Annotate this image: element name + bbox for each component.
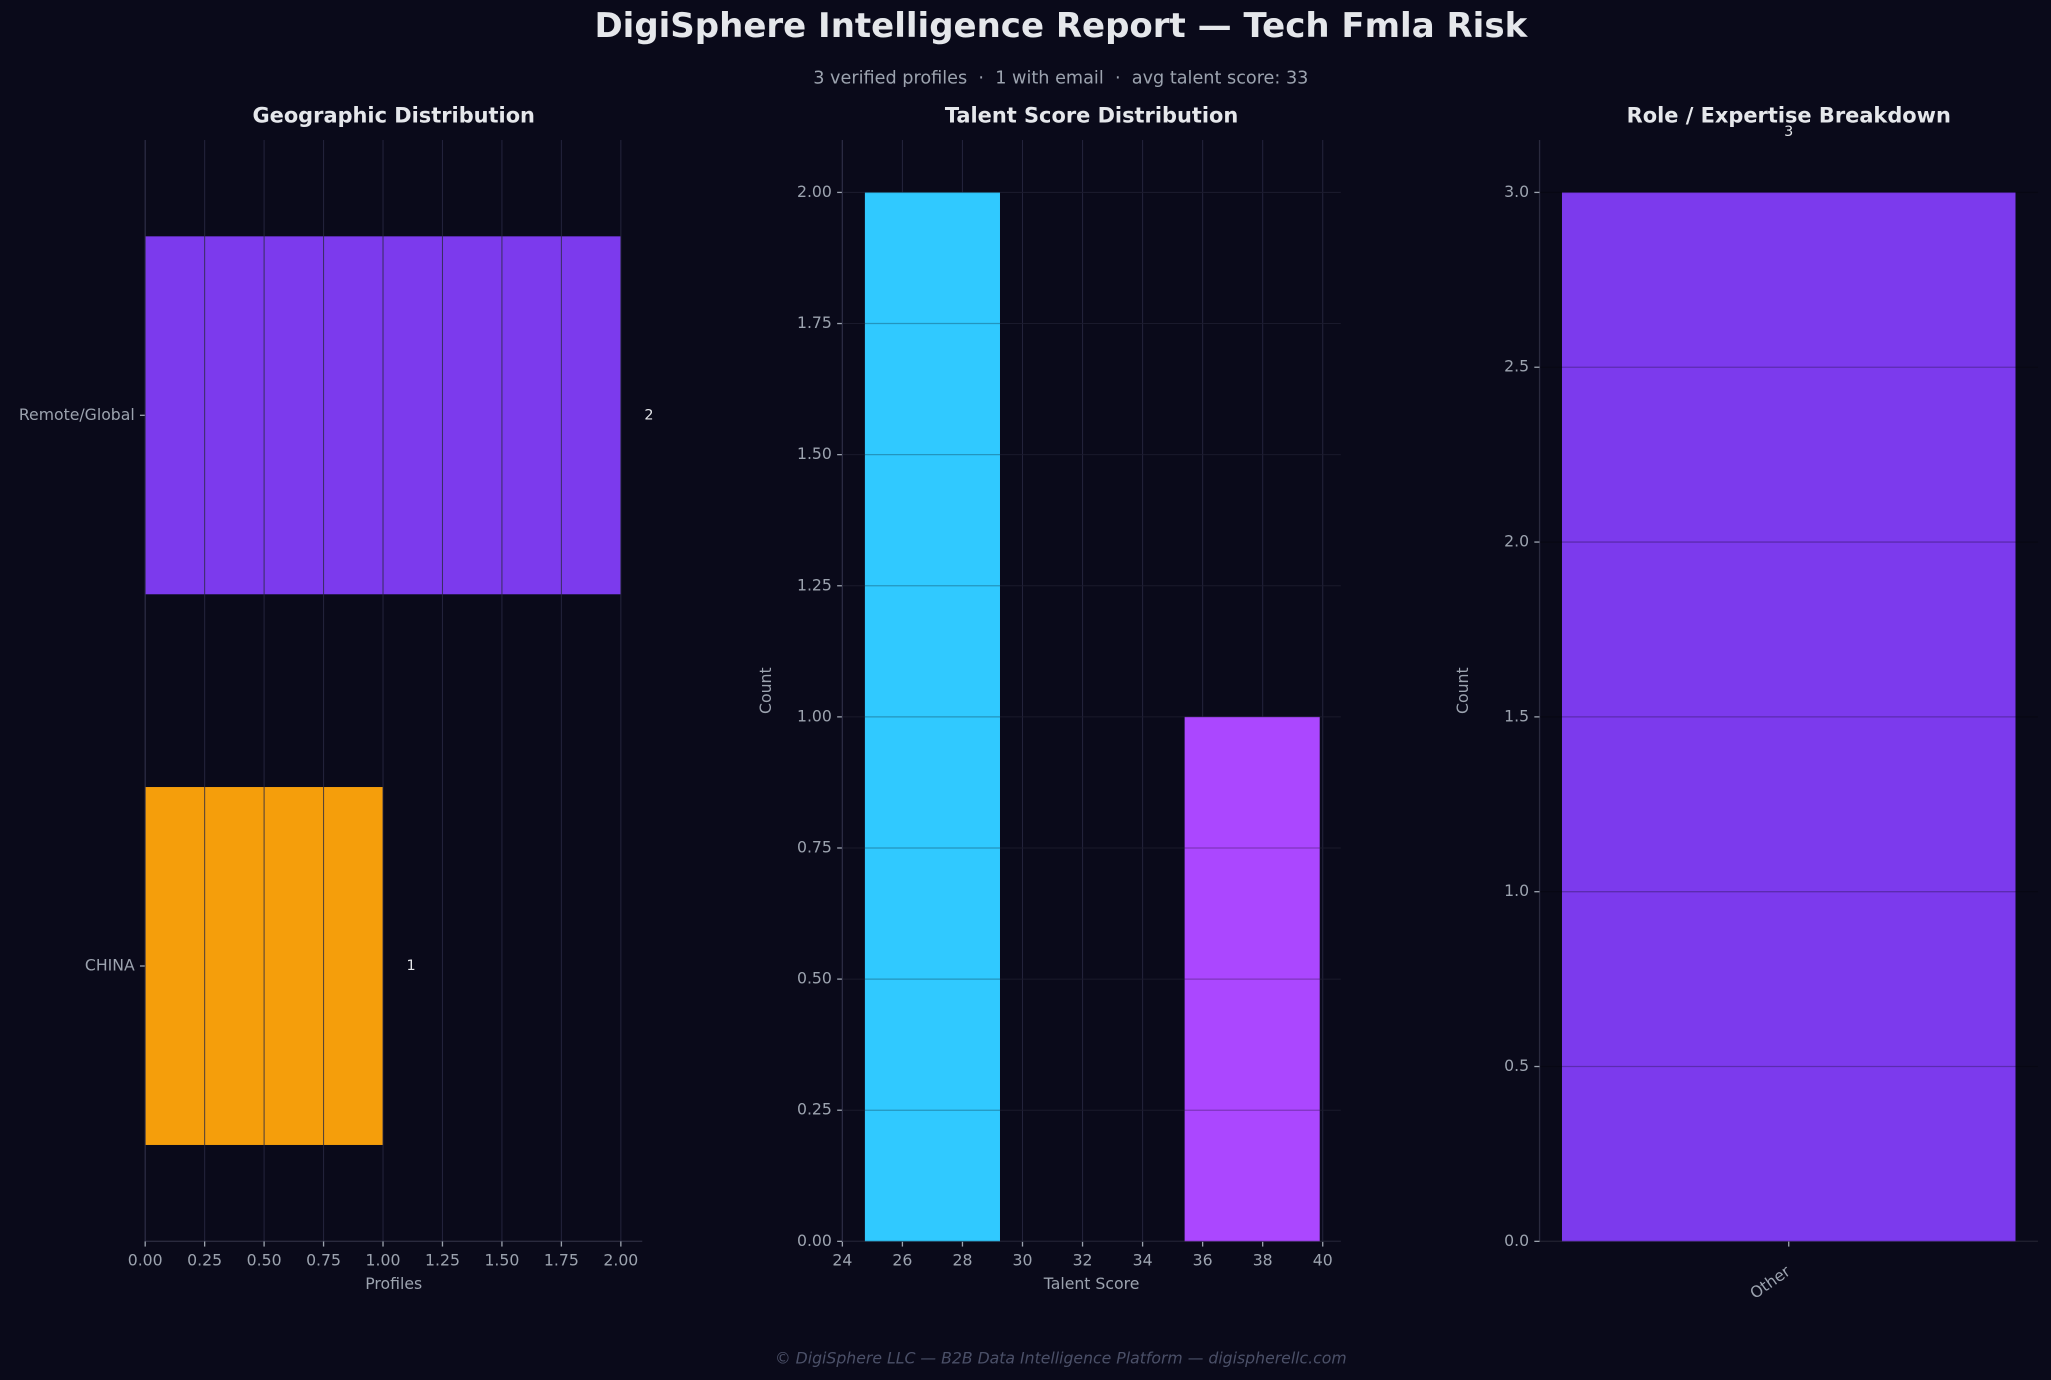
- x-tick-label: 0.50: [247, 1250, 282, 1269]
- histogram-bar: [1184, 716, 1320, 1242]
- x-tick-label: 1.00: [366, 1250, 401, 1269]
- y-tick-label: 0.75: [797, 837, 832, 856]
- x-tick-label: 0.25: [187, 1250, 222, 1269]
- y-tick-label: 1.25: [797, 575, 832, 594]
- y-tick-label: 1.0: [1504, 881, 1529, 900]
- x-tick-label: 0.75: [306, 1250, 341, 1269]
- y-axis-label: Count: [1453, 667, 1472, 714]
- x-axis-label: Profiles: [365, 1274, 422, 1293]
- y-tick-label: 2.00: [797, 182, 832, 201]
- value-label: 2: [644, 407, 653, 423]
- y-tick-label: 0.0: [1504, 1231, 1529, 1250]
- x-tick-label: 0.00: [128, 1250, 163, 1269]
- y-tick-label: CHINA: [85, 955, 135, 974]
- x-tick-label: 36: [1193, 1250, 1213, 1269]
- report-subtitle: 3 verified profiles · 1 with email · avg…: [813, 68, 1308, 88]
- y-tick-label: 2.0: [1504, 532, 1529, 551]
- y-tick-label: 0.50: [797, 969, 832, 988]
- x-tick-label: 2.00: [603, 1250, 638, 1269]
- y-tick-label: 1.5: [1504, 706, 1529, 725]
- y-tick-label: 1.50: [797, 444, 832, 463]
- y-tick-label: 1.75: [797, 313, 832, 332]
- value-label: 1: [407, 958, 416, 974]
- y-tick-label: 3.0: [1504, 182, 1529, 201]
- x-tick-label: 38: [1253, 1250, 1273, 1269]
- footer: © DigiSphere LLC — B2B Data Intelligence…: [775, 1349, 1347, 1368]
- y-tick-label: 1.00: [797, 706, 832, 725]
- chart-title: Role / Expertise Breakdown: [1627, 103, 1951, 127]
- x-tick-label: 26: [892, 1250, 912, 1269]
- x-tick-label: 32: [1073, 1250, 1093, 1269]
- report-title: DigiSphere Intelligence Report — Tech Fm…: [594, 6, 1528, 46]
- x-tick-label: 30: [1013, 1250, 1033, 1269]
- y-tick-label: 0.25: [797, 1100, 832, 1119]
- y-tick-label: 0.5: [1504, 1056, 1529, 1075]
- x-axis-label: Talent Score: [1043, 1274, 1140, 1293]
- x-tick-label: 1.75: [544, 1250, 579, 1269]
- chart-title: Geographic Distribution: [252, 103, 534, 127]
- x-tick-label: 34: [1133, 1250, 1153, 1269]
- x-tick-label: 28: [952, 1250, 972, 1269]
- chart-title: Talent Score Distribution: [945, 103, 1238, 127]
- y-tick-label: 0.00: [797, 1231, 832, 1250]
- value-label: 3: [1784, 124, 1793, 140]
- x-tick-label: 40: [1313, 1250, 1333, 1269]
- x-tick-label: 1.50: [484, 1250, 519, 1269]
- histogram-bar: [864, 192, 1000, 1242]
- y-tick-label: 2.5: [1504, 357, 1529, 376]
- y-tick-label: Remote/Global: [19, 405, 135, 424]
- x-tick-label: 1.25: [425, 1250, 460, 1269]
- bar: [1561, 192, 2016, 1242]
- y-axis-label: Count: [756, 667, 775, 714]
- x-tick-label: 24: [832, 1250, 852, 1269]
